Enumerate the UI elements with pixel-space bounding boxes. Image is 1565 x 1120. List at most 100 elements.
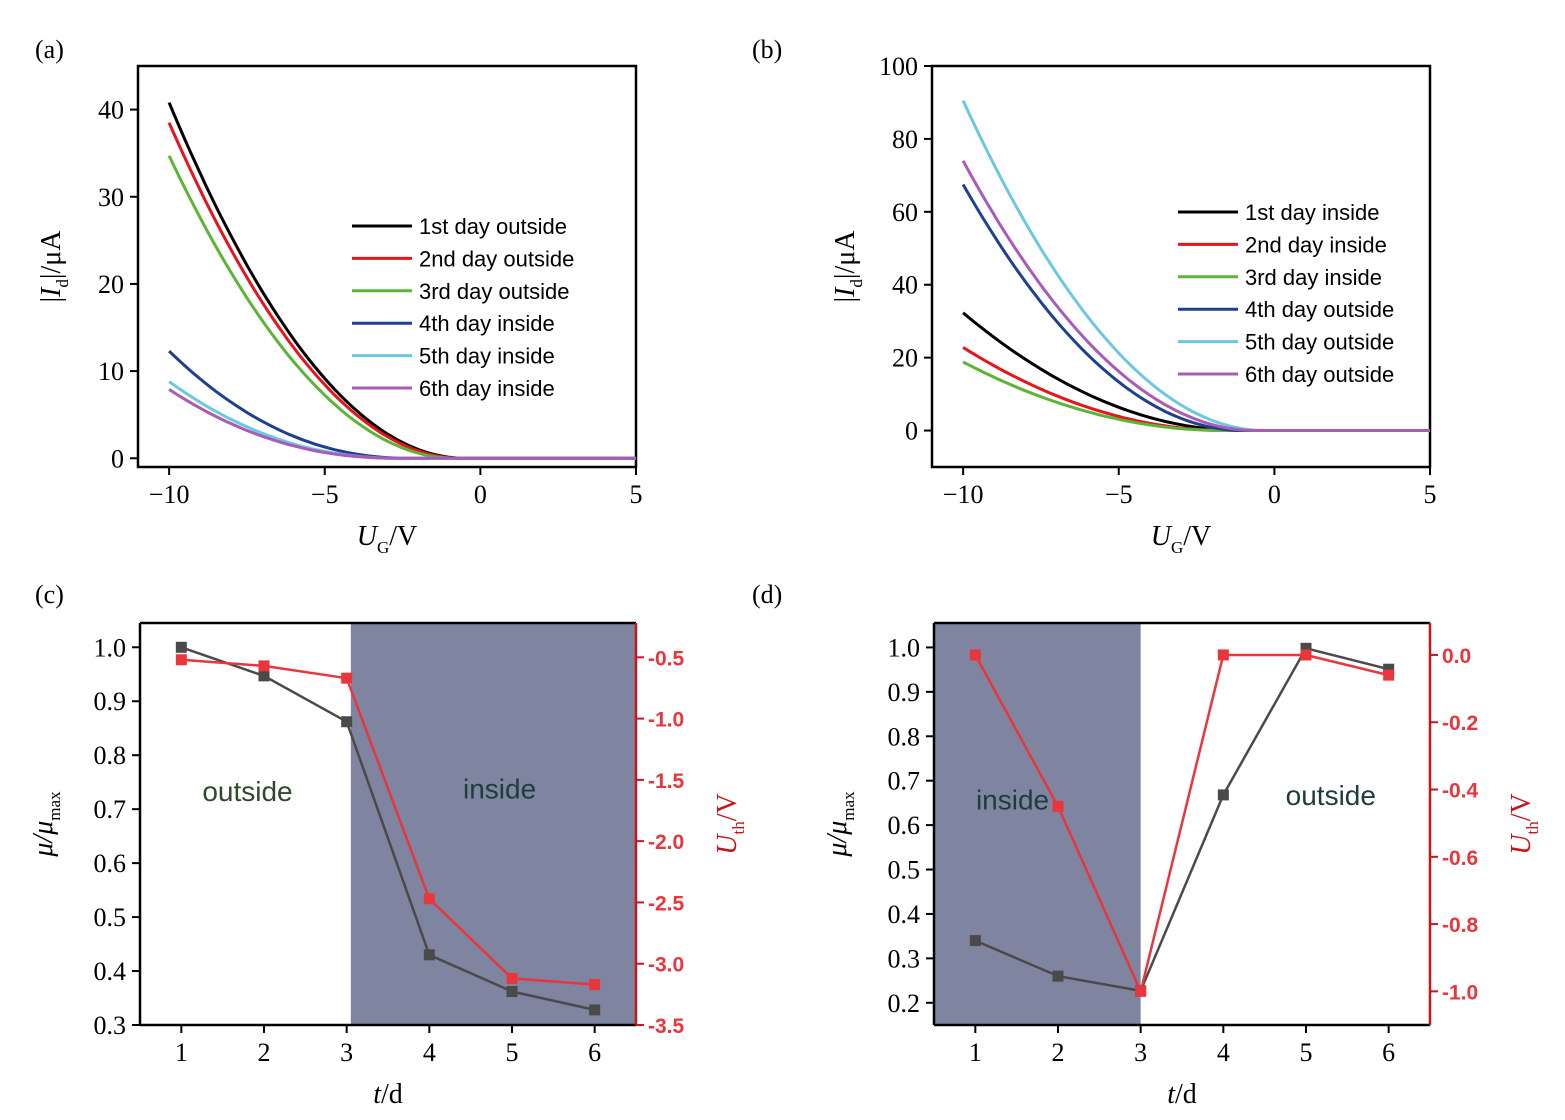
- y-tick-label: 1.0: [94, 633, 127, 662]
- y-tick-label: 100: [879, 52, 918, 81]
- y2-axis-label: Uth/V: [1506, 793, 1542, 854]
- y2-tick-label: -1.0: [1442, 981, 1478, 1004]
- annotation-label: inside: [976, 785, 1049, 816]
- data-point-uth: [175, 654, 187, 666]
- y2-tick-label: 0.0: [1442, 645, 1471, 668]
- y-tick-label: 0.3: [888, 944, 921, 973]
- x-tick-label: −5: [311, 480, 339, 509]
- data-point-uth: [341, 672, 353, 684]
- legend-item: 6th day inside: [419, 376, 555, 401]
- x-tick-label: 3: [1134, 1038, 1147, 1067]
- x-tick-label: 0: [1268, 480, 1281, 509]
- x-tick-label: 3: [340, 1038, 353, 1067]
- x-axis-label: UG/V: [1151, 521, 1212, 557]
- chart-panel-c: (c) 1 2 3 4 5 6 0.3 0.4 0.5 0.6 0.7 0.8 0.9 1.0 t/d μ/μm…: [28, 580, 748, 1110]
- legend-item: 4th day outside: [1245, 297, 1394, 322]
- x-tick-label: 1: [175, 1038, 188, 1067]
- legend-item: 2nd day outside: [419, 246, 574, 271]
- y-tick-label: 0.4: [888, 900, 921, 929]
- legend: 1st day outside 2nd day outside 3rd day ou…: [352, 214, 574, 401]
- y2-tick-label: -2.5: [648, 892, 685, 915]
- data-point-mu: [258, 670, 270, 682]
- legend-item: 5th day outside: [1245, 330, 1394, 355]
- y2-tick-label: -1.5: [648, 770, 685, 793]
- y-tick-label: 0.3: [94, 1011, 127, 1040]
- x-tick-label: 5: [1300, 1038, 1313, 1067]
- y-tick-label: 0.9: [888, 678, 921, 707]
- x-tick-label: 0: [474, 480, 487, 509]
- x-tick-label: 2: [1052, 1038, 1065, 1067]
- x-axis-label: t/d: [1167, 1079, 1197, 1110]
- legend-item: 3rd day inside: [1245, 265, 1382, 290]
- y-tick-label: 20: [98, 270, 124, 299]
- y-tick-label: 60: [892, 198, 918, 227]
- y-axis-label: |Id|/μA: [36, 230, 72, 303]
- annotation-label: outside: [202, 776, 292, 807]
- data-point-mu: [1052, 970, 1064, 982]
- data-point-uth: [969, 649, 981, 661]
- y-tick-label: 0.9: [94, 687, 127, 716]
- data-point-uth: [1135, 985, 1147, 997]
- chart-panel-b: (b) −10 −5 0 5 0 20 40 60 80 100 UG/V |Id|/μA 1st day…: [752, 35, 1437, 557]
- x-tick-label: −10: [943, 480, 984, 509]
- panel-label: (b): [752, 35, 782, 64]
- x-tick-label: 2: [258, 1038, 271, 1067]
- x-tick-label: −10: [149, 480, 190, 509]
- panel-label: (d): [752, 580, 782, 609]
- y-tick-label: 0: [905, 417, 918, 446]
- y2-tick-label: -0.5: [648, 647, 685, 670]
- legend-item: 1st day outside: [419, 214, 567, 239]
- series-line-6: [168, 388, 636, 460]
- data-point-mu: [341, 716, 353, 728]
- chart-panel-d: (d) 1 2 3 4 5 6 0.2 0.3 0.4 0.5 0.6 0.7 0.8 0.9 1.0 t/d μ…: [752, 580, 1542, 1110]
- chart-panel-a: (a) −10 −5 0 5 0 10 20 30 40 UG/V |Id|/μA 1st day ou…: [35, 35, 643, 557]
- y-axis-label-group: μ/μmax: [822, 791, 858, 858]
- y-tick-label: 40: [98, 96, 124, 125]
- series-line-mu: [180, 646, 595, 1012]
- data-point-mu: [1383, 663, 1395, 675]
- y-tick-label: 0: [111, 444, 124, 473]
- data-point-mu: [969, 935, 981, 947]
- shaded-region: [350, 623, 636, 1025]
- plot-frame: [136, 64, 638, 469]
- y-tick-label: 10: [98, 357, 124, 386]
- y-tick-label: 1.0: [888, 633, 921, 662]
- y-axis-label: μ/μmax: [28, 791, 64, 858]
- panel-label: (c): [35, 580, 64, 609]
- annotation-label: inside: [463, 773, 536, 804]
- y-tick-label: 20: [892, 344, 918, 373]
- data-point-mu: [506, 986, 518, 998]
- series-line-3: [167, 155, 636, 460]
- y-tick-label: 0.8: [94, 741, 127, 770]
- legend-item: 1st day inside: [1245, 200, 1380, 225]
- data-point-mu: [1300, 642, 1312, 654]
- y-tick-label: 0.4: [94, 957, 127, 986]
- y-tick-label: 40: [892, 271, 918, 300]
- panel-label: (a): [35, 35, 64, 64]
- data-point-mu: [1217, 789, 1229, 801]
- y-tick-label: 30: [98, 183, 124, 212]
- y2-tick-label: -2.0: [648, 831, 684, 854]
- x-tick-label: 4: [1217, 1038, 1230, 1067]
- legend-item: 6th day outside: [1245, 362, 1394, 387]
- data-point-uth: [1217, 649, 1229, 661]
- series-lines: [167, 102, 636, 460]
- data-point-uth: [589, 979, 601, 991]
- y-tick-label: 0.5: [888, 856, 921, 885]
- y-tick-label: 0.7: [888, 767, 921, 796]
- y2-tick-label: -0.8: [1442, 914, 1479, 937]
- plot-frame: [930, 64, 1432, 469]
- data-point-uth: [1052, 800, 1064, 812]
- legend-item: 5th day inside: [419, 344, 555, 369]
- y-tick-label: 0.6: [94, 849, 127, 878]
- y-tick-label: 0.7: [94, 795, 127, 824]
- y2-tick-label: -3.0: [648, 954, 684, 977]
- x-tick-label: 1: [969, 1038, 982, 1067]
- series-lines: [961, 99, 1430, 432]
- y2-axis-label-group: Uth/V: [1506, 793, 1542, 854]
- data-point-uth: [1300, 649, 1312, 661]
- y-axis-label-group: |Id|/μA: [36, 230, 72, 303]
- x-axis-label: t/d: [373, 1079, 403, 1110]
- data-point-mu: [175, 641, 187, 653]
- y-tick-label: 0.6: [888, 811, 921, 840]
